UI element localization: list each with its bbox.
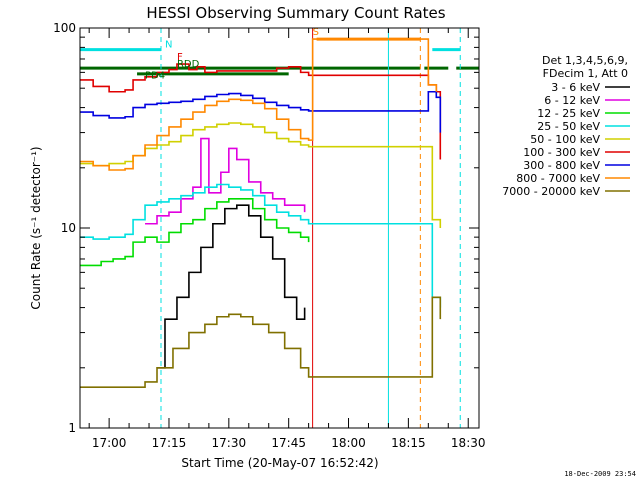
series-line-4 xyxy=(80,122,442,228)
legend-entry-2: 12 - 25 keV xyxy=(537,107,600,120)
series-line-8 xyxy=(80,296,442,388)
x-tick-label-3: 17:45 xyxy=(271,436,306,450)
legend: Det 1,3,4,5,6,9, FDecim 1, Att 0 3 - 6 k… xyxy=(502,54,630,198)
series-line-3 xyxy=(80,183,442,308)
y-tick-label-2: 100 xyxy=(53,21,76,35)
legend-entry-4: 50 - 100 keV xyxy=(530,133,600,146)
legend-entry-3: 25 - 50 keV xyxy=(537,120,600,133)
annotation-3: RDD xyxy=(177,59,200,70)
x-tick-label-0: 17:00 xyxy=(92,436,127,450)
legend-entry-1: 6 - 12 keV xyxy=(544,94,600,107)
series-line-5 xyxy=(80,63,442,160)
annotation-4: PD4 xyxy=(145,70,165,81)
x-tick-label-1: 17:15 xyxy=(152,436,187,450)
legend-header-line-1: Det 1,3,4,5,6,9, xyxy=(542,54,628,67)
x-axis-ticks: 17:00 17:15 17:30 17:45 18:00 18:15 18:30 xyxy=(88,28,486,450)
series-line-6 xyxy=(80,90,442,133)
chart-title: HESSI Observing Summary Count Rates xyxy=(146,4,445,22)
x-tick-label-2: 17:30 xyxy=(212,436,247,450)
annotation-0: N xyxy=(165,39,172,50)
legend-header-line-2: FDecim 1, Att 0 xyxy=(543,67,628,80)
y-axis-label: Count Rate (s⁻¹ detector⁻¹) xyxy=(29,146,43,309)
legend-entry-0: 3 - 6 keV xyxy=(551,81,600,94)
series-line-1 xyxy=(145,137,306,225)
footer-timestamp: 18-Dec-2009 23:54 xyxy=(564,470,636,478)
series-line-7 xyxy=(80,38,438,171)
x-tick-label-4: 18:00 xyxy=(331,436,366,450)
legend-entry-5: 100 - 300 keV xyxy=(523,146,600,159)
x-axis-label: Start Time (20-May-07 16:52:42) xyxy=(181,456,378,470)
series-line-2 xyxy=(80,197,310,267)
y-tick-label-1: 10 xyxy=(61,221,76,235)
series-lines xyxy=(80,38,442,388)
series-line-0 xyxy=(157,204,306,369)
x-tick-label-6: 18:30 xyxy=(451,436,486,450)
vertical-markers xyxy=(160,28,461,428)
annotation-2: F xyxy=(177,52,183,63)
annotation-1: S xyxy=(313,27,319,38)
y-tick-label-0: 1 xyxy=(68,421,76,435)
legend-entry-6: 300 - 800 keV xyxy=(523,159,600,172)
y-axis-ticks: 1 10 100 xyxy=(53,21,479,435)
legend-entry-8: 7000 - 20000 keV xyxy=(502,185,600,198)
x-tick-label-5: 18:15 xyxy=(391,436,426,450)
legend-entry-7: 800 - 7000 keV xyxy=(516,172,600,185)
